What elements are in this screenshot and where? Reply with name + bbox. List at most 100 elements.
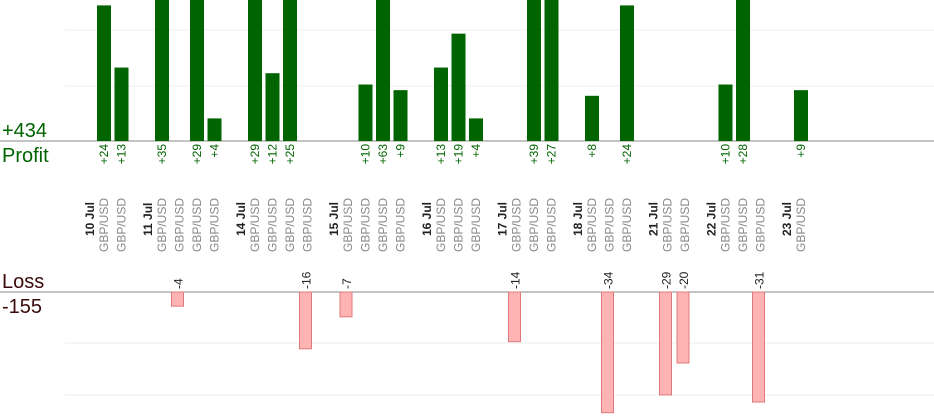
- loss-value-label: -29: [660, 271, 674, 289]
- date-label: 14 Jul: [234, 202, 248, 236]
- profit-value-label: +19: [452, 144, 466, 165]
- profit-bar: [190, 0, 204, 141]
- profit-bar: [527, 0, 541, 141]
- profit-bar: [114, 67, 129, 141]
- profit-bar: [434, 67, 448, 141]
- profit-value-label: +25: [283, 144, 297, 165]
- date-label: 22 Jul: [705, 202, 719, 236]
- pair-label: GBP/USD: [97, 198, 111, 252]
- date-label: 15 Jul: [327, 202, 341, 236]
- pair-label: GBP/USD: [190, 198, 204, 252]
- profit-bar: [451, 33, 466, 141]
- profit-value-label: +10: [719, 144, 733, 165]
- pair-label: GBP/USD: [301, 198, 315, 252]
- profit-value-label: +24: [97, 144, 111, 165]
- pair-label: GBP/USD: [545, 198, 559, 252]
- profit-value-label: +29: [190, 144, 204, 165]
- profit-value-label: +4: [469, 144, 483, 158]
- profit-label: Profit: [2, 145, 49, 167]
- date-label: 23 Jul: [780, 202, 794, 236]
- pair-label: GBP/USD: [510, 198, 524, 252]
- profit-value-label: +13: [434, 144, 448, 165]
- profit-value-label: +63: [376, 144, 390, 165]
- loss-value-label: -14: [509, 271, 523, 289]
- date-label: 16 Jul: [420, 202, 434, 236]
- profit-bar: [358, 84, 373, 141]
- profit-value-label: +8: [585, 144, 599, 158]
- pair-label: GBP/USD: [452, 198, 466, 252]
- profit-value-label: +27: [545, 144, 559, 165]
- profit-value-label: +9: [794, 144, 808, 158]
- pair-label: GBP/USD: [603, 198, 617, 252]
- loss-bar: [299, 291, 312, 350]
- pair-label: GBP/USD: [115, 198, 129, 252]
- profit-bar: [718, 84, 733, 141]
- pair-label: GBP/USD: [394, 198, 408, 252]
- pair-label: GBP/USD: [208, 198, 222, 252]
- profit-value-label: +39: [527, 144, 541, 165]
- date-label: 21 Jul: [647, 202, 661, 236]
- pair-label: GBP/USD: [527, 198, 541, 252]
- profit-bar: [393, 90, 408, 141]
- pair-label: GBP/USD: [173, 198, 187, 252]
- loss-bar: [339, 291, 353, 318]
- loss-bar: [659, 291, 672, 396]
- pair-label: GBP/USD: [248, 198, 262, 252]
- loss-bar: [752, 291, 765, 403]
- profit-total: +434: [2, 120, 48, 142]
- pair-label: GBP/USD: [719, 198, 733, 252]
- profit-bar: [794, 90, 808, 141]
- pair-label: GBP/USD: [754, 198, 768, 252]
- profit-value-label: +12: [266, 144, 280, 165]
- pair-label: GBP/USD: [359, 198, 373, 252]
- date-label: 10 Jul: [83, 202, 97, 236]
- date-label: 17 Jul: [496, 202, 510, 236]
- loss-value-label: -4: [172, 278, 186, 289]
- loss-label: Loss: [2, 271, 45, 293]
- profit-value-label: +9: [394, 144, 408, 158]
- profit-bar: [620, 5, 634, 142]
- profit-bar: [376, 0, 390, 141]
- loss-value-label: -20: [677, 271, 691, 289]
- pair-label: GBP/USD: [678, 198, 692, 252]
- pair-label: GBP/USD: [341, 198, 355, 252]
- date-label: 11 Jul: [141, 203, 155, 236]
- loss-bar: [171, 291, 184, 307]
- profit-bar: [155, 0, 169, 141]
- profit-bar: [265, 73, 280, 141]
- profit-value-label: +4: [208, 144, 222, 158]
- loss-bar: [508, 291, 521, 343]
- pair-label: GBP/USD: [376, 198, 390, 252]
- pair-label: GBP/USD: [585, 198, 599, 252]
- pair-label: GBP/USD: [283, 198, 297, 252]
- loss-value-label: -34: [602, 271, 616, 289]
- profit-bar: [207, 118, 222, 141]
- pair-label: GBP/USD: [736, 198, 750, 252]
- profit-bar: [283, 0, 297, 141]
- pair-label: GBP/USD: [620, 198, 634, 252]
- profit-value-label: +28: [736, 144, 750, 165]
- profit-bar: [585, 95, 599, 141]
- profit-bar: [97, 5, 111, 142]
- profit-value-label: +13: [115, 144, 129, 165]
- profit-value-label: +35: [155, 144, 169, 165]
- loss-value-label: -16: [300, 271, 314, 289]
- pair-label: GBP/USD: [434, 198, 448, 252]
- loss-value-label: -7: [340, 278, 354, 289]
- profit-value-label: +10: [359, 144, 373, 165]
- pair-label: GBP/USD: [266, 198, 280, 252]
- pair-label: GBP/USD: [155, 198, 169, 252]
- pair-label: GBP/USD: [661, 198, 675, 252]
- loss-total: -155: [2, 296, 43, 318]
- profit-bar: [248, 0, 262, 141]
- loss-bar: [676, 291, 690, 364]
- profit-bar: [544, 0, 559, 141]
- pair-label: GBP/USD: [469, 198, 483, 252]
- loss-value-label: -31: [753, 271, 767, 289]
- date-label: 18 Jul: [571, 202, 585, 236]
- profit-value-label: +24: [620, 144, 634, 165]
- pair-label: GBP/USD: [794, 198, 808, 252]
- loss-bar: [601, 291, 614, 414]
- profit-bar: [469, 118, 483, 141]
